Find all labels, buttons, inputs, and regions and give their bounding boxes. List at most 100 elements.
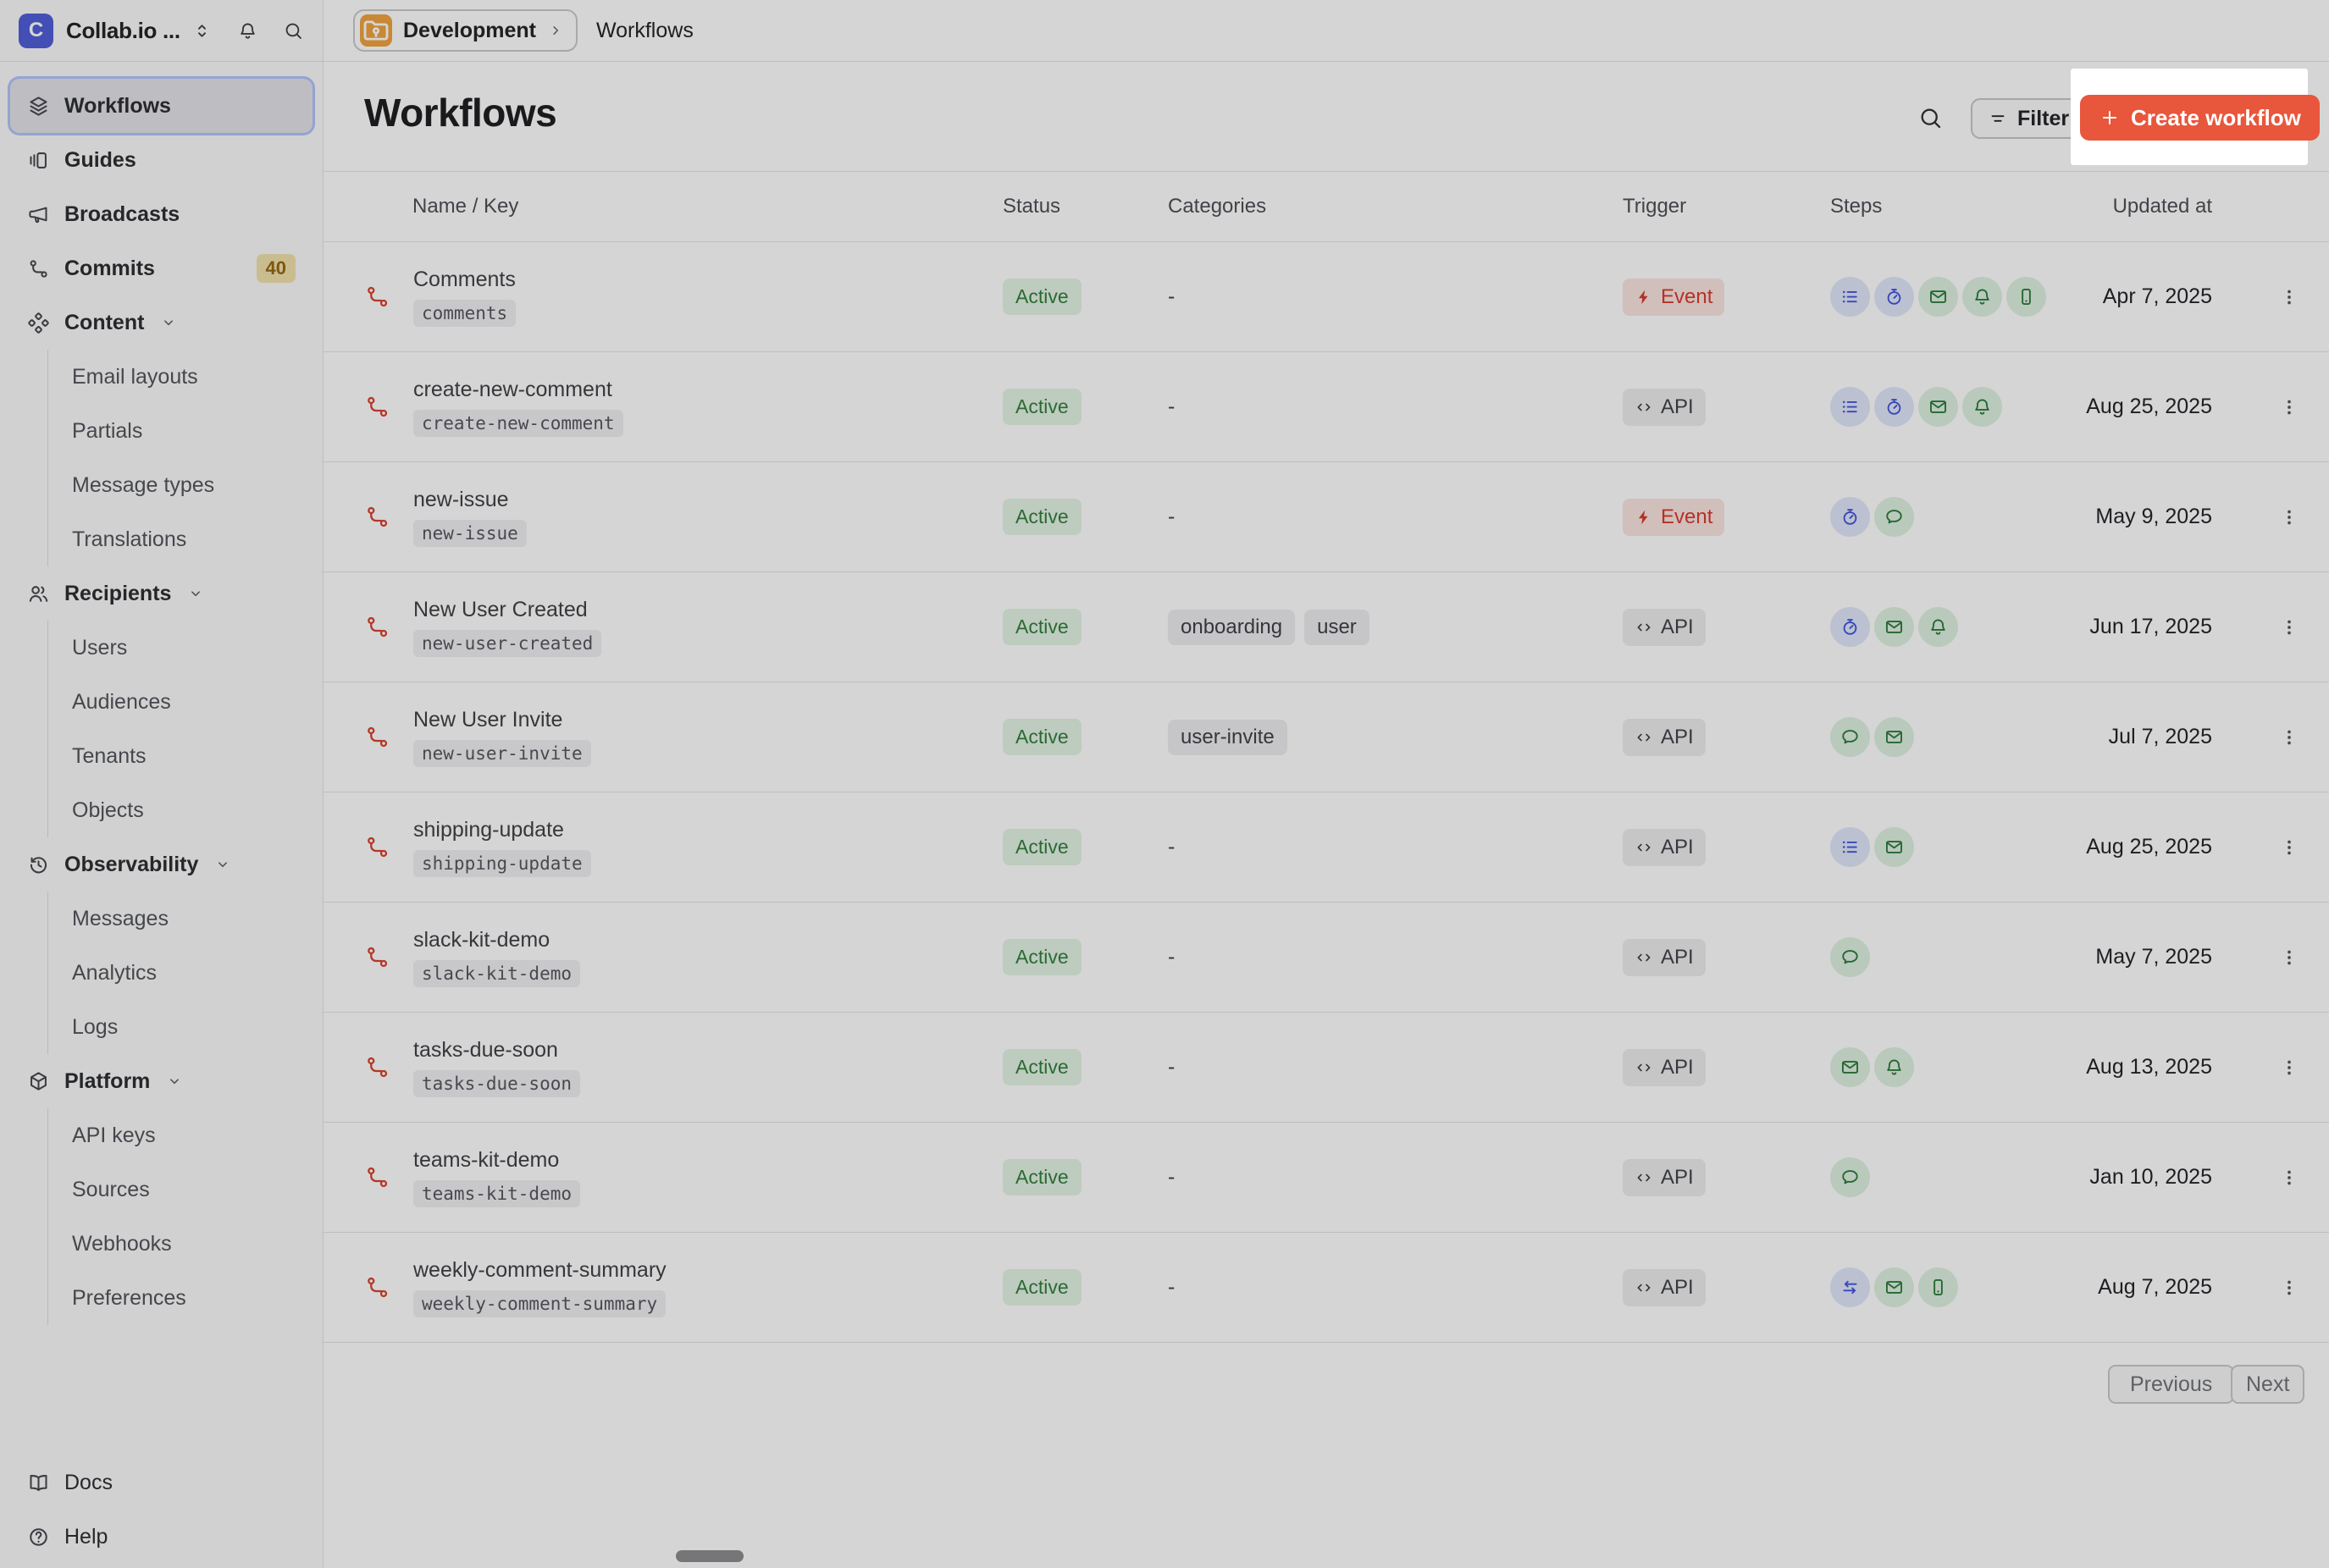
sidebar-item-help[interactable]: Help [10, 1510, 313, 1564]
row-menu-button[interactable] [2270, 1048, 2309, 1087]
workflow-key: slack-kit-demo [413, 959, 581, 987]
step-list-icon [1830, 277, 1870, 317]
workflow-row-tasks-due-soon[interactable]: tasks-due-soon tasks-due-soon Active - API Au… [324, 1013, 2329, 1123]
categories-cell: - [1168, 945, 1623, 969]
step-chat-icon [1830, 717, 1870, 757]
sidebar-item-messages[interactable]: Messages [72, 906, 169, 930]
workflow-row-weekly-comment-summary[interactable]: weekly-comment-summary weekly-comment-sum… [324, 1233, 2329, 1343]
sidebar-item-tenants[interactable]: Tenants [72, 743, 147, 768]
workflow-name: Comments [413, 267, 516, 291]
steps-cell [1830, 277, 2051, 317]
column-header-steps: Steps [1830, 195, 1883, 218]
category-pill: user-invite [1168, 719, 1287, 755]
workflows-table: Name / Key Status Categories Trigger Steps Up… [324, 171, 2329, 1343]
sidebar-item-content[interactable]: Content [10, 295, 313, 350]
workflow-row-new-user-created[interactable]: New User Created new-user-created Active on… [324, 572, 2329, 682]
step-chat-icon [1830, 1157, 1870, 1197]
steps-cell [1830, 1157, 2051, 1197]
workspace-switcher[interactable]: C Collab.io ... [0, 0, 323, 62]
sidebar-item-message-types[interactable]: Message types [72, 472, 215, 497]
workflow-row-new-user-invite[interactable]: New User Invite new-user-invite Active user… [324, 682, 2329, 792]
create-workflow-button[interactable]: Create workflow [2080, 95, 2320, 141]
sidebar-item-analytics[interactable]: Analytics [72, 960, 158, 985]
sidebar-item-api-keys[interactable]: API keys [72, 1123, 156, 1147]
workflow-row-new-issue[interactable]: new-issue new-issue Active - Event May 9, 202… [324, 462, 2329, 572]
table-search-button[interactable] [1911, 98, 1950, 137]
row-menu-button[interactable] [2270, 718, 2309, 757]
sidebar-item-objects[interactable]: Objects [72, 798, 144, 822]
plus-icon [2099, 107, 2121, 129]
categories-cell: - [1168, 1055, 1623, 1079]
chevron-down-icon [160, 314, 177, 331]
filter-button[interactable]: Filter [1971, 98, 2087, 139]
workflow-row-shipping-update[interactable]: shipping-update shipping-update Active - API… [324, 792, 2329, 903]
bell-icon[interactable] [237, 20, 258, 41]
empty-categories: - [1168, 835, 1176, 859]
workflow-name: slack-kit-demo [413, 927, 550, 952]
sidebar-item-recipients[interactable]: Recipients [10, 566, 313, 621]
status-badge: Active [1003, 939, 1082, 975]
sidebar-item-label: Docs [64, 1470, 113, 1494]
workflow-row-comments[interactable]: Comments comments Active - Event Apr 7, 2025 [324, 242, 2329, 352]
branch-icon [364, 394, 390, 420]
workflow-row-create-new-comment[interactable]: create-new-comment create-new-comment Acti… [324, 352, 2329, 462]
sidebar-item-audiences[interactable]: Audiences [72, 689, 171, 714]
sidebar-item-guides[interactable]: Guides [10, 133, 313, 187]
workflow-row-teams-kit-demo[interactable]: teams-kit-demo teams-kit-demo Active - API Ja… [324, 1123, 2329, 1233]
sidebar-item-docs[interactable]: Docs [10, 1455, 313, 1510]
step-phone-icon [1918, 1267, 1958, 1307]
sidebar-item-translations[interactable]: Translations [72, 527, 187, 551]
sidebar-item-platform[interactable]: Platform [10, 1054, 313, 1108]
next-page-button[interactable]: Next [2231, 1365, 2305, 1404]
status-badge: Active [1003, 829, 1082, 865]
previous-page-button[interactable]: Previous [2108, 1365, 2235, 1404]
workflow-key: tasks-due-soon [413, 1069, 581, 1097]
updated-at: Aug 13, 2025 [2086, 1055, 2212, 1079]
chevron-up-down-icon[interactable] [191, 20, 213, 41]
sidebar-item-partials[interactable]: Partials [72, 418, 143, 443]
environment-switcher[interactable]: Development [353, 9, 578, 52]
sidebar-item-broadcasts[interactable]: Broadcasts [10, 187, 313, 241]
sidebar-footer: Docs Help [10, 1455, 313, 1564]
sidebar-item-preferences[interactable]: Preferences [72, 1285, 186, 1310]
chevron-down-icon [187, 585, 204, 602]
updated-at: Jul 7, 2025 [2108, 725, 2212, 748]
branch-icon [364, 944, 390, 970]
sidebar-item-logs[interactable]: Logs [72, 1014, 119, 1039]
branch-icon [364, 724, 390, 750]
trigger-badge-api: API [1623, 1268, 1706, 1306]
empty-categories: - [1168, 395, 1176, 418]
chevron-down-icon [214, 856, 231, 873]
step-phone-icon [2006, 277, 2046, 317]
steps-cell [1830, 937, 2051, 977]
horizontal-scrollbar-thumb[interactable] [676, 1550, 744, 1562]
row-menu-button[interactable] [2270, 608, 2309, 647]
sidebar-item-observability[interactable]: Observability [10, 837, 313, 892]
row-menu-button[interactable] [2270, 278, 2309, 317]
row-menu-button[interactable] [2270, 828, 2309, 867]
workflow-key: shipping-update [413, 849, 591, 877]
steps-cell [1830, 717, 2051, 757]
sidebar-item-email-layouts[interactable]: Email layouts [72, 364, 198, 389]
table-header-row: Name / Key Status Categories Trigger Steps Up… [324, 171, 2329, 242]
sidebar-item-workflows[interactable]: Workflows [10, 79, 313, 133]
sidebar-item-users[interactable]: Users [72, 635, 128, 660]
updated-at: Aug 7, 2025 [2098, 1275, 2212, 1299]
row-menu-button[interactable] [2270, 388, 2309, 427]
row-menu-button[interactable] [2270, 938, 2309, 977]
row-menu-button[interactable] [2270, 498, 2309, 537]
workflow-key: comments [413, 299, 517, 327]
steps-cell [1830, 1047, 2051, 1087]
sidebar-item-commits[interactable]: Commits 40 [10, 241, 313, 295]
history-icon [27, 853, 50, 876]
sidebar-item-sources[interactable]: Sources [72, 1177, 150, 1201]
sidebar-item-webhooks[interactable]: Webhooks [72, 1231, 172, 1256]
steps-cell [1830, 387, 2051, 427]
row-menu-button[interactable] [2270, 1158, 2309, 1197]
column-header-updated-at: Updated at [2112, 195, 2212, 218]
workflow-row-slack-kit-demo[interactable]: slack-kit-demo slack-kit-demo Active - API Ma… [324, 903, 2329, 1013]
status-badge: Active [1003, 609, 1082, 645]
row-menu-button[interactable] [2270, 1268, 2309, 1307]
search-icon[interactable] [283, 20, 304, 41]
